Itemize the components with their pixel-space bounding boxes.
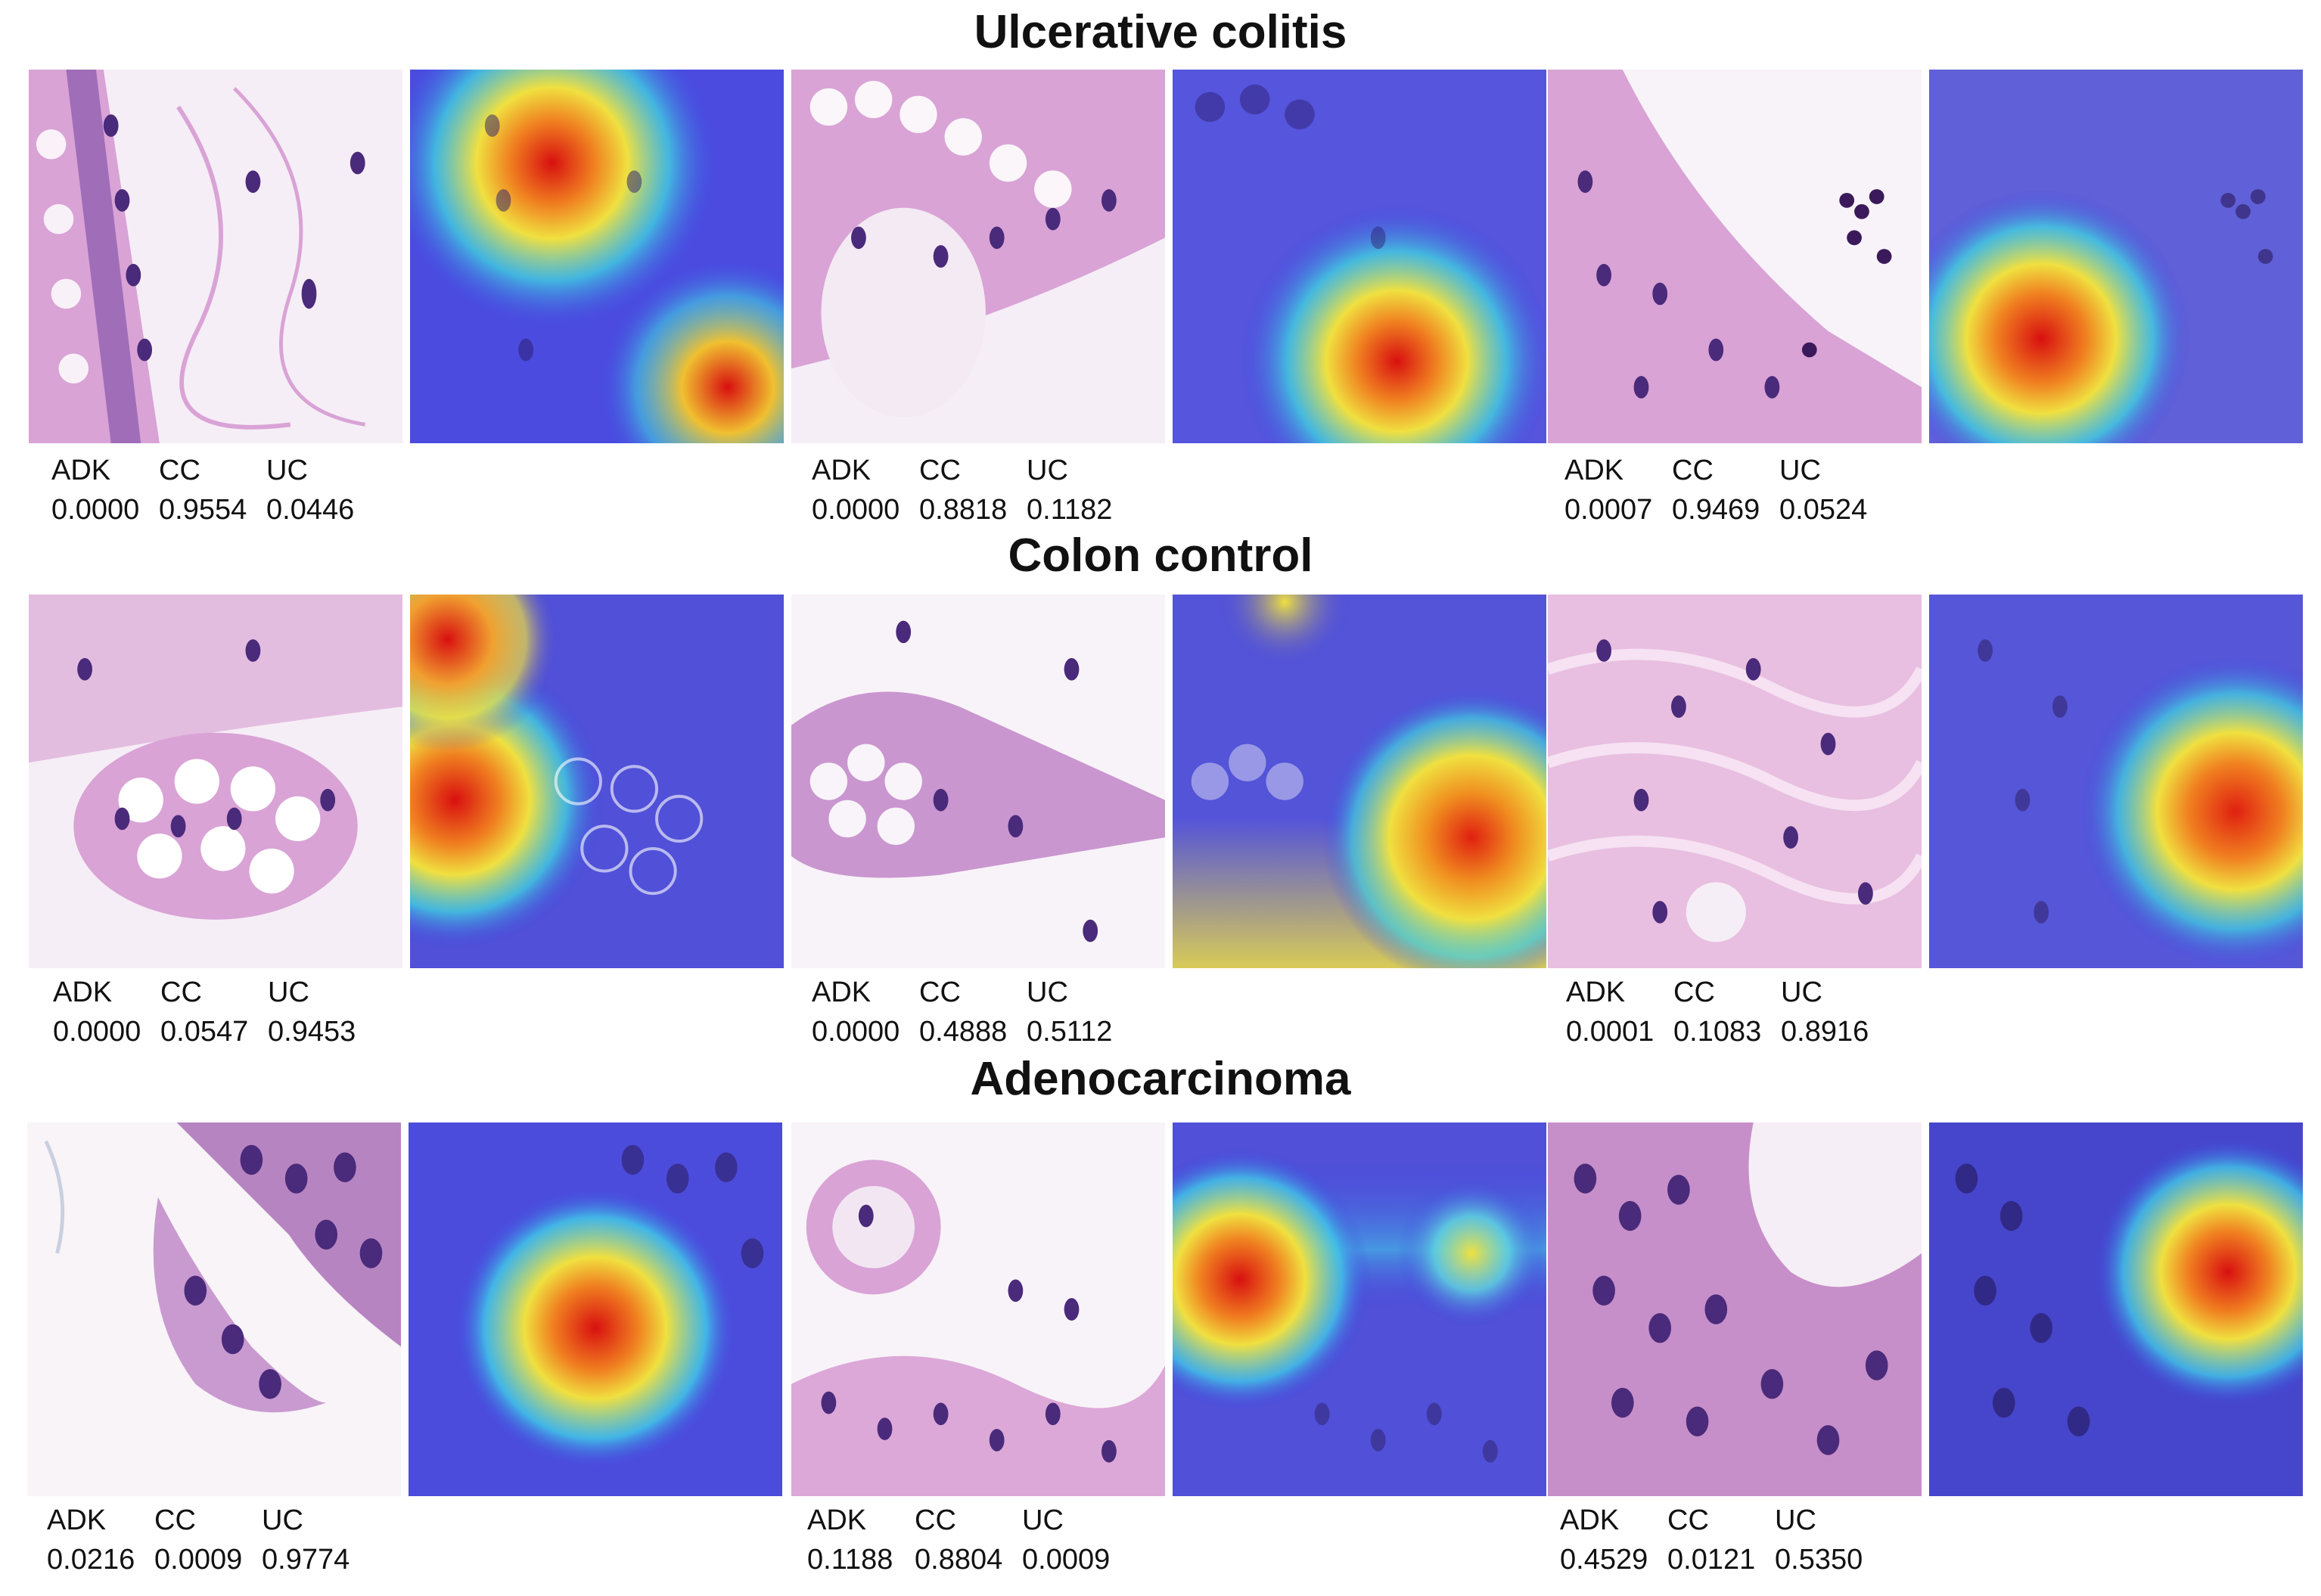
value-adk: 0.0000 [812,1016,900,1048]
label-adk: ADK [51,455,111,486]
value-uc: 0.8916 [1781,1016,1869,1048]
label-uc: UC [262,1504,303,1536]
gradcam-heatmap [1173,595,1546,968]
value-uc: 0.5350 [1775,1544,1863,1576]
histology-image [791,1122,1165,1496]
value-uc: 0.9774 [262,1544,350,1576]
label-adk: ADK [1560,1504,1620,1536]
value-adk: 0.1188 [807,1544,893,1576]
gradcam-heatmap [410,595,784,968]
label-cc: CC [1667,1504,1709,1536]
value-adk: 0.4529 [1560,1544,1648,1576]
label-adk: ADK [807,1504,867,1536]
label-adk: ADK [53,977,113,1008]
label-adk: ADK [1564,455,1624,486]
histology-image [1548,70,1922,443]
gradcam-heatmap [1173,1122,1546,1496]
gradcam-heatmap [1929,1122,2303,1496]
label-cc: CC [919,977,961,1008]
label-adk: ADK [1566,977,1626,1008]
value-adk: 0.0216 [47,1544,135,1576]
value-adk: 0.0007 [1564,494,1653,526]
value-adk: 0.0000 [53,1016,141,1048]
value-cc: 0.0121 [1667,1544,1756,1576]
value-adk: 0.0001 [1566,1016,1655,1048]
value-adk: 0.0000 [51,494,140,526]
label-uc: UC [1022,1504,1064,1536]
label-uc: UC [1775,1504,1816,1536]
gradcam-heatmap [1173,70,1546,443]
gradcam-heatmap [1929,70,2303,443]
label-cc: CC [915,1504,956,1536]
label-cc: CC [160,977,202,1008]
value-uc: 0.5112 [1027,1016,1113,1048]
value-cc: 0.1083 [1673,1016,1762,1048]
histology-image [29,70,402,443]
value-uc: 0.0446 [266,494,355,526]
label-uc: UC [268,977,309,1008]
label-uc: UC [1781,977,1822,1008]
histology-image [791,595,1165,968]
value-cc: 0.9554 [159,494,247,526]
gradcam-heatmap [409,1122,782,1496]
label-cc: CC [1672,455,1714,486]
gradcam-heatmap [410,70,784,443]
histology-image [27,1122,401,1496]
label-uc: UC [1027,455,1068,486]
value-uc: 0.1182 [1027,494,1113,526]
section-title-colon-control: Colon control [1008,529,1313,582]
histology-image [791,70,1165,443]
value-uc: 0.0524 [1779,494,1868,526]
value-adk: 0.0000 [812,494,900,526]
label-uc: UC [1027,977,1068,1008]
gradcam-heatmap [1929,595,2303,968]
value-cc: 0.0547 [160,1016,249,1048]
value-cc: 0.8818 [919,494,1008,526]
value-uc: 0.0009 [1022,1544,1111,1576]
value-cc: 0.8804 [915,1544,1003,1576]
label-adk: ADK [47,1504,107,1536]
histology-image [1548,1122,1922,1496]
label-uc: UC [1779,455,1821,486]
histology-image [29,595,402,968]
value-cc: 0.9469 [1672,494,1760,526]
label-cc: CC [154,1504,196,1536]
value-cc: 0.4888 [919,1016,1008,1048]
label-uc: UC [266,455,308,486]
label-cc: CC [159,455,200,486]
value-cc: 0.0009 [154,1544,243,1576]
section-title-ulcerative-colitis: Ulcerative colitis [974,6,1347,58]
label-cc: CC [919,455,961,486]
label-cc: CC [1673,977,1715,1008]
histology-image [1548,595,1922,968]
value-uc: 0.9453 [268,1016,356,1048]
section-title-adenocarcinoma: Adenocarcinoma [970,1053,1351,1105]
label-adk: ADK [812,977,872,1008]
label-adk: ADK [812,455,872,486]
